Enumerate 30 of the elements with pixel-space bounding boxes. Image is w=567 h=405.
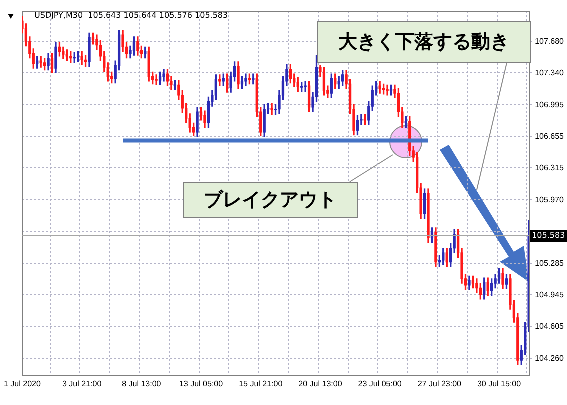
annotation: 大きく下落する動き (317, 21, 531, 63)
y-tick-label: 104.945 (535, 290, 565, 300)
x-tick-label: 27 Jul 23:00 (418, 379, 462, 388)
candlestick (244, 74, 248, 86)
y-tick-label: 104.605 (535, 322, 565, 331)
candlestick (386, 84, 389, 96)
chart-title: USDJPY,M30 105.643 105.644 105.576 105.583 (34, 11, 228, 20)
candlestick (378, 81, 382, 94)
candlestick (155, 74, 158, 86)
x-tick-label: 23 Jul 05:00 (358, 379, 402, 388)
x-tick-label: 30 Jul 15:00 (477, 379, 522, 388)
ref-line-label: 105.583 (532, 231, 566, 240)
y-tick-label: 107.680 (535, 36, 565, 46)
x-tick-label: 13 Jul 05:00 (179, 379, 224, 388)
x-tick-label: 8 Jul 13:00 (122, 379, 162, 388)
y-tick-label: 105.285 (535, 258, 565, 268)
y-tick-label: 107.340 (535, 68, 565, 78)
candlestick (304, 81, 307, 92)
x-tick-label: 20 Jul 13:00 (298, 379, 343, 388)
y-tick-label: 106.315 (535, 163, 565, 172)
y-tick-label: 106.655 (535, 132, 565, 141)
x-tick-label: 1 Jul 2020 (4, 379, 42, 388)
y-tick-label: 105.970 (535, 195, 565, 204)
annotation: ブレイクアウト (183, 182, 358, 218)
x-tick-label: 3 Jul 21:00 (62, 379, 102, 388)
y-tick-label: 106.995 (535, 100, 565, 110)
y-tick-label: 104.260 (535, 354, 565, 363)
candlestick (162, 69, 166, 82)
x-tick-label: 15 Jul 21:00 (239, 379, 284, 388)
candlestick (270, 103, 274, 116)
